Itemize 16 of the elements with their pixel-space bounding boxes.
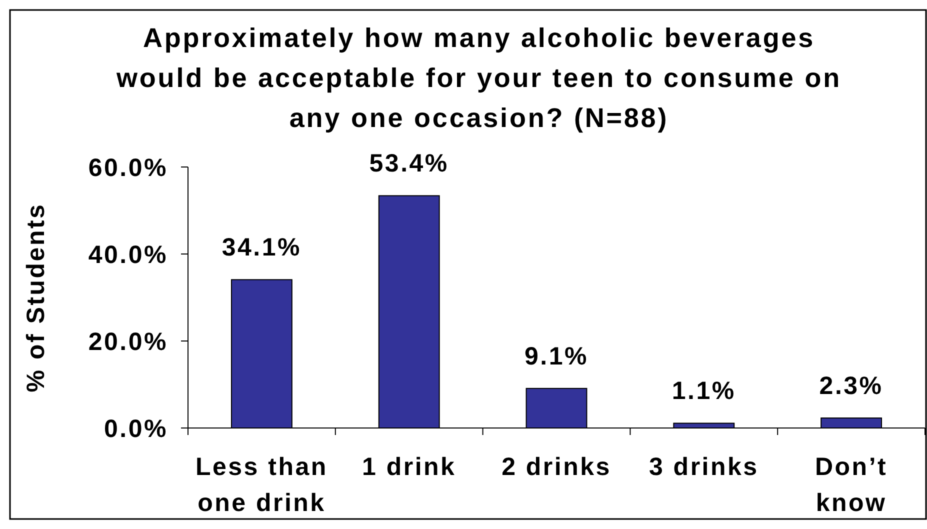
y-tick-label: 0.0% — [104, 414, 168, 443]
x-tick-label: Don’t know — [814, 453, 888, 517]
data-label: 2.3% — [819, 372, 884, 400]
data-label: 1.1% — [672, 377, 736, 406]
chart-title: Approximately how many alcoholic beverages would be acceptable for your teen to consume on any one occasion? (N=88) — [116, 23, 842, 133]
y-axis-title: % of Students — [22, 202, 50, 392]
x-tick-label: 1 drink — [362, 453, 456, 481]
y-tick-label: 40.0% — [88, 240, 168, 269]
data-label: 53.4% — [369, 150, 449, 178]
data-label: 9.1% — [524, 342, 588, 370]
data-label: 34.1% — [222, 234, 302, 262]
x-tick-label: 3 drinks — [648, 453, 759, 481]
y-tick-label: 60.0% — [88, 154, 168, 182]
y-tick-label: 20.0% — [88, 328, 168, 356]
x-tick-label: 2 drinks — [502, 453, 612, 481]
x-tick-label: Less than one drink — [195, 453, 328, 517]
